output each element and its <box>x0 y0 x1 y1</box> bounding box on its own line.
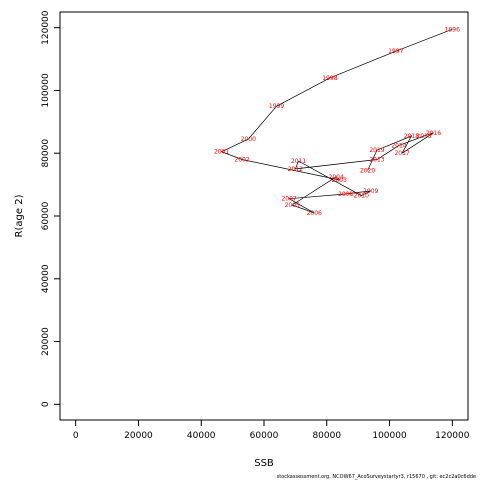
x-axis: 0 20000 40000 60000 80000 100000 120000 <box>73 419 470 441</box>
point-label-2015: 2015 <box>416 133 431 140</box>
y-axis-title: R(age 2) <box>14 194 25 237</box>
point-label-2004: 2004 <box>329 174 344 181</box>
point-label-1996: 1996 <box>445 26 460 33</box>
y-tick-label: 120000 <box>41 10 51 45</box>
point-label-2000: 2000 <box>241 136 256 143</box>
point-label-2007: 2007 <box>281 196 296 203</box>
point-label-2012: 2012 <box>288 166 303 173</box>
point-label-2019: 2019 <box>369 147 384 154</box>
y-axis: 0 20000 40000 60000 80000 100000 120000 <box>41 10 61 407</box>
point-label-2008: 2008 <box>338 191 353 198</box>
point-label-2009: 2009 <box>363 188 378 195</box>
point-label-2010: 2010 <box>354 193 369 200</box>
x-tick-label: 60000 <box>250 431 279 441</box>
y-tick-label: 20000 <box>41 327 51 356</box>
series-line <box>220 28 453 214</box>
x-tick-label: 120000 <box>435 431 470 441</box>
y-tick-label: 40000 <box>41 264 51 293</box>
y-tick-label: 80000 <box>41 139 51 168</box>
x-tick-label: 0 <box>73 431 79 441</box>
point-label-2011: 2011 <box>291 158 306 165</box>
y-tick-label: 60000 <box>41 201 51 230</box>
point-label-2016: 2016 <box>426 130 441 137</box>
point-label-2002: 2002 <box>234 157 249 164</box>
point-label-2013: 2013 <box>369 157 384 164</box>
x-tick-label: 20000 <box>124 431 153 441</box>
footer-text: stockassessment.org, NCOW67_AcoSurveysta… <box>277 474 476 480</box>
point-label-2020: 2020 <box>360 167 375 174</box>
x-tick-label: 100000 <box>372 431 407 441</box>
point-label-2018: 2018 <box>404 133 419 140</box>
point-label-1997: 1997 <box>388 48 403 55</box>
point-label-1998: 1998 <box>322 75 337 82</box>
y-tick-label: 100000 <box>41 73 51 108</box>
point-label-2014: 2014 <box>391 142 406 149</box>
y-tick-label: 0 <box>41 401 51 407</box>
point-label-2003: 2003 <box>332 177 347 184</box>
point-label-1999: 1999 <box>269 103 284 110</box>
point-label-2005: 2005 <box>285 202 300 209</box>
point-label-2017: 2017 <box>394 150 409 157</box>
x-tick-label: 40000 <box>187 431 216 441</box>
point-label-2001: 2001 <box>214 149 229 156</box>
plot-box <box>59 11 469 421</box>
x-tick-label: 80000 <box>312 431 341 441</box>
x-axis-title: SSB <box>254 458 274 469</box>
point-label-2006: 2006 <box>307 210 322 217</box>
